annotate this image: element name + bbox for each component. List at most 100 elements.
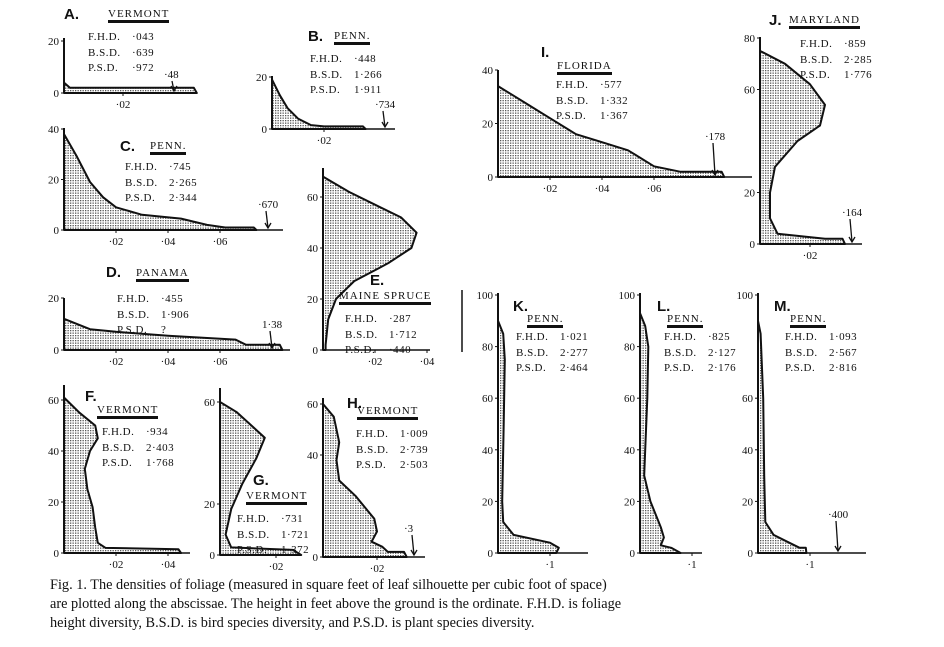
- y-tick-label: 20: [482, 496, 494, 508]
- y-tick-label: 80: [482, 342, 494, 354]
- stat-value: 1·372: [281, 544, 310, 556]
- site-name: Maryland: [789, 14, 860, 29]
- stat-key: F.H.D.: [516, 331, 549, 343]
- y-tick-label: 20: [744, 188, 756, 200]
- stat-bsd: B.S.D. 1·712: [345, 328, 417, 344]
- stat-psd: P.S.D. 2·344: [125, 191, 197, 207]
- arrow-icon: [712, 142, 716, 176]
- stat-value: 2·265: [169, 176, 198, 189]
- site-name: Penn.: [667, 313, 704, 328]
- stat-psd: P.S.D. 1·768: [102, 456, 174, 472]
- diversity-stats: F.H.D. ·455 B.S.D. 1·906 P.S.D.?: [117, 292, 189, 339]
- y-tick-label: 0: [488, 172, 494, 184]
- stat-key: P.S.D.: [88, 62, 119, 74]
- stat-bsd: B.S.D. 2·739: [356, 443, 428, 459]
- diversity-stats: F.H.D. ·745 B.S.D. 2·265 P.S.D. 2·344: [125, 160, 197, 207]
- stat-key: P.S.D.: [516, 362, 547, 374]
- y-tick-label: 0: [313, 552, 319, 564]
- stat-value: 1·721: [281, 528, 310, 541]
- x-tick-label: ·02: [116, 99, 131, 111]
- y-tick-label: 60: [307, 192, 319, 204]
- stat-key: F.H.D.: [556, 79, 589, 91]
- site-name: Maine Spruce: [339, 290, 432, 305]
- y-tick-label: 20: [204, 499, 216, 511]
- stat-value: ·577: [600, 79, 623, 91]
- caption-line: height diversity, B.S.D. is bird species…: [50, 615, 535, 631]
- x-tick-label: ·06: [647, 183, 662, 195]
- stat-value: ·745: [169, 161, 192, 173]
- x-tick-label: ·1: [545, 559, 554, 571]
- y-tick-label: 20: [742, 496, 754, 508]
- stat-key: P.S.D.: [117, 324, 148, 336]
- panel-b: ·02 0 20 ·734: [256, 72, 396, 147]
- foliage-profile-area: [63, 133, 258, 231]
- foliage-profile-area: [63, 317, 284, 351]
- stat-value: ·859: [844, 38, 867, 50]
- y-tick-label: 80: [744, 33, 756, 45]
- panel-g: ·02 0 20 60: [204, 388, 303, 573]
- site-name: Vermont: [246, 490, 308, 505]
- x-tick-label: ·02: [368, 356, 383, 368]
- stat-key: P.S.D.: [310, 84, 341, 96]
- stat-bsd: B.S.D. 2·127: [664, 346, 736, 362]
- stat-value: 2·403: [146, 441, 175, 454]
- y-tick-label: 20: [624, 496, 636, 508]
- stat-value: 2·277: [560, 346, 589, 359]
- y-tick-label: 40: [48, 446, 60, 458]
- stat-value: 1·768: [146, 457, 175, 469]
- stat-key: P.S.D.: [102, 457, 133, 469]
- stat-value: 2·344: [169, 192, 198, 204]
- panel-l: ·1 0 20 40 60 80 100: [619, 290, 702, 571]
- foliage-profile-area: [759, 49, 846, 245]
- stat-key: F.H.D.: [356, 428, 389, 440]
- stat-bsd: B.S.D. ·639: [88, 46, 154, 62]
- y-tick-label: 60: [742, 393, 754, 405]
- y-tick-label: 100: [477, 290, 494, 302]
- arrow-icon: [849, 218, 853, 243]
- panel-letter: E.: [370, 272, 385, 289]
- site-name: Florida: [557, 60, 612, 75]
- panel-letter: H.: [347, 395, 362, 412]
- arrowhead-icon: [170, 85, 178, 93]
- stat-key: P.S.D.: [345, 344, 376, 356]
- arrowhead-icon: [381, 121, 389, 129]
- y-tick-label: 0: [54, 225, 60, 237]
- y-tick-label: 100: [619, 290, 636, 302]
- x-tick-label: ·04: [595, 183, 610, 195]
- stat-key: B.S.D.: [88, 46, 121, 59]
- stat-fhd: F.H.D. ·825: [664, 330, 736, 346]
- arrow-icon: [835, 520, 839, 552]
- stat-fhd: F.H.D. ·043: [88, 30, 154, 46]
- stat-psd: P.S.D. 1·367: [556, 109, 628, 125]
- panel-letter: I.: [541, 44, 550, 61]
- stat-key: F.H.D.: [88, 31, 121, 43]
- stat-key: B.S.D.: [516, 346, 549, 359]
- y-tick-label: 20: [48, 293, 60, 305]
- x-tick-label: ·02: [109, 236, 124, 248]
- stat-key: F.H.D.: [310, 53, 343, 65]
- y-tick-label: 20: [48, 497, 60, 509]
- panel-m: ·1 0 20 40 60 100 ·400: [737, 290, 866, 571]
- stat-value: ·934: [146, 426, 169, 438]
- diversity-stats: F.H.D. 1·009 B.S.D. 2·739 P.S.D. 2·503: [356, 427, 428, 474]
- stat-value: 1·911: [354, 84, 382, 96]
- y-tick-label: 20: [307, 294, 319, 306]
- stat-psd: P.S.D. 1·911: [310, 83, 382, 99]
- stat-fhd: F.H.D. ·287: [345, 312, 417, 328]
- panel-h: ·02 0 40 60 ·3: [307, 398, 425, 575]
- stat-key: F.H.D.: [800, 38, 833, 50]
- stat-key: F.H.D.: [345, 313, 378, 325]
- stat-value: 2·816: [829, 362, 858, 374]
- panel-letter: G.: [253, 472, 269, 489]
- y-tick-label: 20: [256, 72, 268, 84]
- y-tick-label: 20: [482, 119, 494, 131]
- y-tick-label: 60: [307, 399, 319, 411]
- stat-fhd: F.H.D. ·455: [117, 292, 189, 308]
- panel-a: ·02 0 20 ·48: [48, 36, 198, 111]
- y-tick-label: 0: [210, 550, 216, 562]
- diversity-stats: F.H.D. ·934 B.S.D. 2·403 P.S.D. 1·768: [102, 425, 174, 472]
- y-tick-label: 0: [313, 345, 319, 357]
- stat-value: 2·567: [829, 346, 858, 359]
- y-tick-label: 20: [48, 36, 60, 48]
- arrowhead-icon: [268, 342, 276, 350]
